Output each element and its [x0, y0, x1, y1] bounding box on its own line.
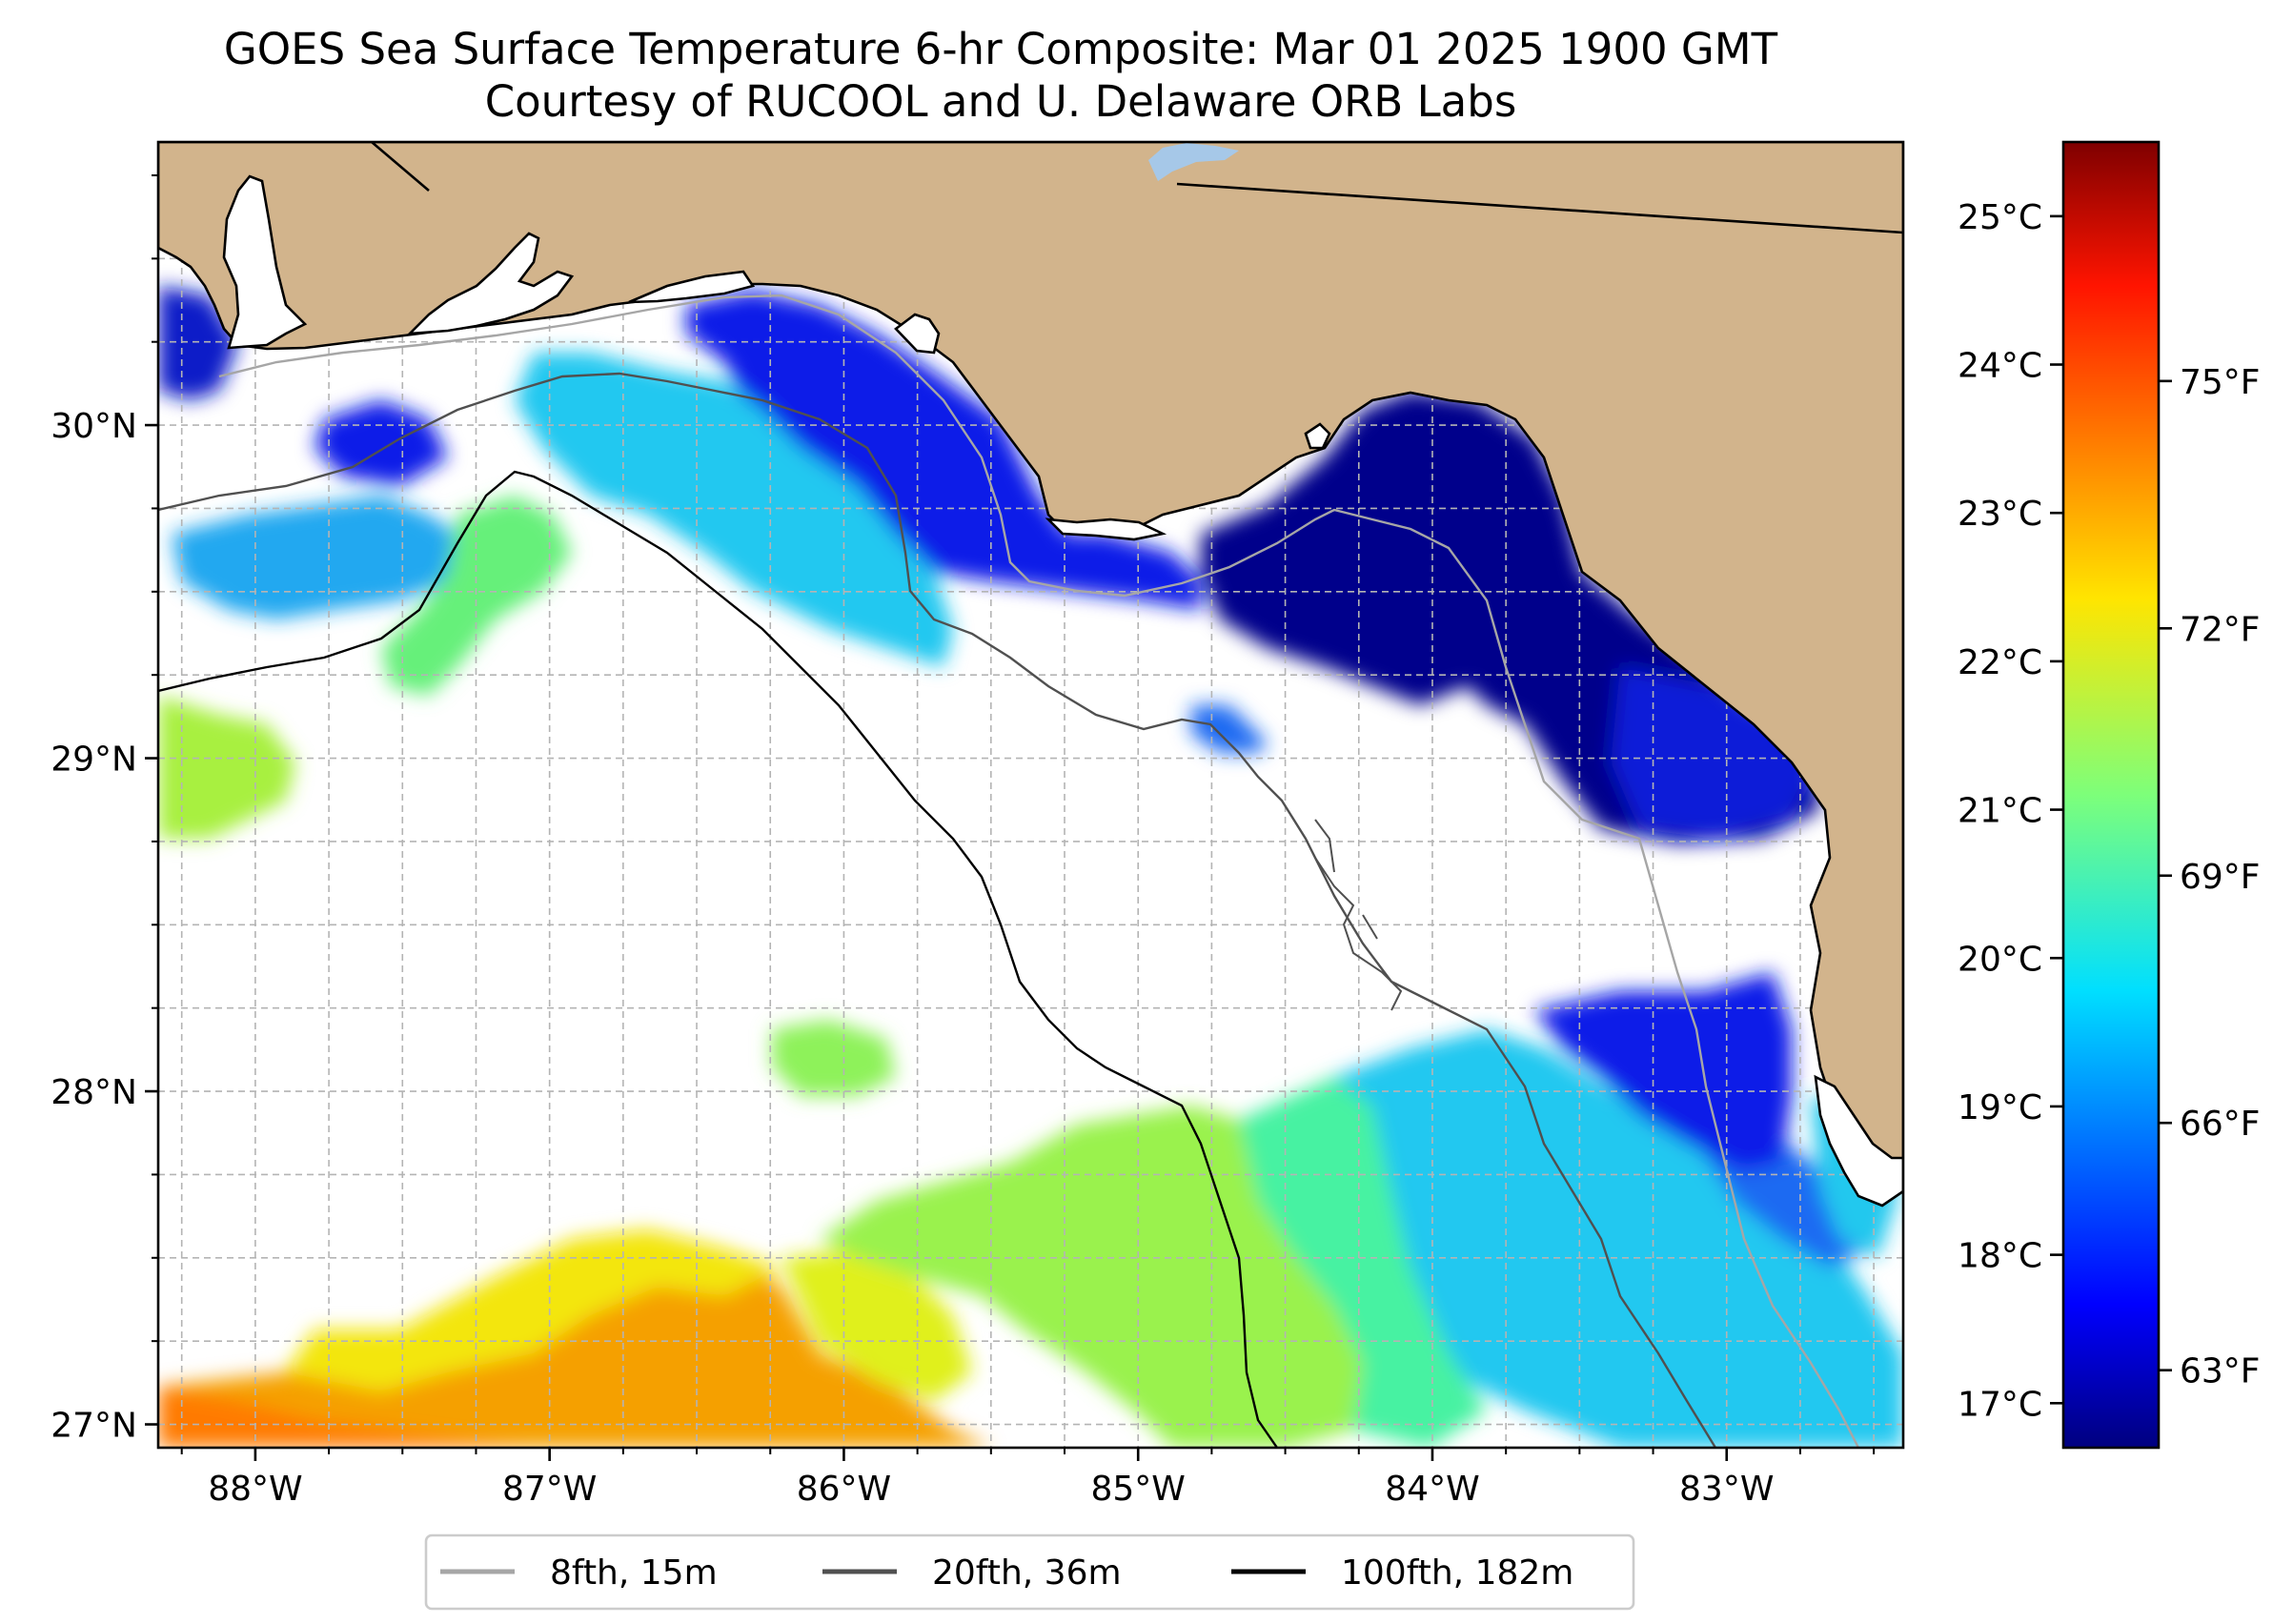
state-border-west: [371, 142, 430, 192]
lat-tick-label: 27°N: [51, 1407, 137, 1446]
celsius-tick-label: 24°C: [1958, 347, 2042, 386]
sst-patch-yellow-south: [286, 1229, 781, 1391]
sst-patch-green-west: [158, 696, 295, 839]
tampa-bay: [1814, 1074, 1903, 1208]
sst-patch-blue-east: [1534, 972, 1792, 1172]
sst-field: [158, 286, 1903, 1448]
sst-patch-cyan-southeast: [1334, 1029, 1903, 1448]
isobath-100fth: [158, 470, 1278, 1448]
map-frame: [156, 140, 1905, 1450]
celsius-tick-label: 17°C: [1958, 1385, 2042, 1424]
celsius-tick-label: 22°C: [1958, 643, 2042, 682]
fahrenheit-tick-label: 66°F: [2180, 1105, 2261, 1144]
lake: [1148, 143, 1239, 181]
sst-patch-pensacola-blue: [315, 400, 448, 486]
sst-patch-green-southeast: [1239, 1077, 1487, 1448]
legend-label: 20fth, 36m: [932, 1553, 1122, 1593]
fahrenheit-tick-label: 63°F: [2180, 1352, 2261, 1391]
lon-tick-label: 86°W: [797, 1470, 891, 1509]
sst-patch-green-south: [820, 1106, 1363, 1448]
ochlockonee-bay: [1304, 422, 1331, 450]
colorbar: 25°C 24°C 23°C 22°C 21°C 20°C 19°C 18°C 17°C 75°…: [1958, 140, 2261, 1450]
sst-patch-orange-west: [158, 1387, 534, 1448]
fahrenheit-tick-label: 72°F: [2180, 610, 2261, 649]
celsius-tick-label: 21°C: [1958, 792, 2042, 831]
lat-tick-label: 29°N: [51, 741, 137, 780]
celsius-tick-label: 20°C: [1958, 940, 2042, 979]
celsius-tick-label: 25°C: [1958, 198, 2042, 237]
mobile-bay: [222, 174, 308, 350]
title-line-1: GOES Sea Surface Temperature 6-hr Compos…: [224, 24, 1778, 74]
sst-patch-green-shelf: [381, 496, 572, 696]
legend-label: 100fth, 182m: [1341, 1553, 1573, 1593]
sst-patch-bigbend-blue: [1191, 705, 1268, 753]
pensacola-bay: [406, 232, 575, 335]
lon-axis: 88°W 87°W 86°W 85°W 84°W 83°W: [180, 1448, 1876, 1509]
celsius-tick-label: 19°C: [1958, 1088, 2042, 1127]
lon-tick-label: 85°W: [1090, 1470, 1185, 1509]
fahrenheit-tick-label: 69°F: [2180, 858, 2261, 897]
colorbar-fahrenheit-axis: 75°F 72°F 69°F 66°F 63°F: [2159, 363, 2261, 1391]
lon-tick-label: 88°W: [208, 1470, 302, 1509]
sst-patch-panhandle-blue: [686, 291, 1201, 610]
colorbar-celsius-axis: 25°C 24°C 23°C 22°C 21°C 20°C 19°C 18°C 17°C: [1958, 198, 2063, 1424]
sst-patch-green-mid: [772, 1020, 896, 1096]
lon-tick-label: 84°W: [1385, 1470, 1479, 1509]
st-andrew-bay: [894, 313, 941, 355]
title-line-2: Courtesy of RUCOOL and U. Delaware ORB L…: [485, 76, 1517, 127]
sst-patch-apalachee-blue: [1611, 667, 1820, 839]
sst-patch-yellow-east: [781, 1248, 972, 1401]
isobath-20fth: [158, 372, 1717, 1448]
lat-tick-label: 30°N: [51, 407, 137, 446]
sst-patch-warm-south: [158, 1229, 991, 1448]
lon-tick-label: 83°W: [1679, 1470, 1774, 1509]
celsius-tick-label: 23°C: [1958, 495, 2042, 534]
lon-tick-label: 87°W: [502, 1470, 597, 1509]
fahrenheit-tick-label: 75°F: [2180, 363, 2261, 402]
apalachicola-bay: [1045, 518, 1167, 541]
celsius-tick-label: 18°C: [1958, 1237, 2042, 1276]
map-area: [158, 142, 1903, 1448]
sst-patch-west-cyan: [172, 496, 457, 619]
isobath-bigbend-contours: [1314, 819, 1403, 1011]
legend: 8fth, 15m 20fth, 36m 100fth, 182m: [424, 1533, 1635, 1611]
state-border: [1176, 182, 1903, 234]
colorbar-ramp: [2061, 140, 2161, 1450]
legend-label: 8fth, 15m: [550, 1553, 718, 1593]
lat-tick-label: 28°N: [51, 1073, 137, 1112]
choctaw-bay: [628, 270, 756, 304]
lat-axis: 30°N 29°N 28°N 27°N: [51, 173, 158, 1446]
isobath-8fth: [218, 294, 1860, 1448]
legend-box: [424, 1533, 1635, 1611]
